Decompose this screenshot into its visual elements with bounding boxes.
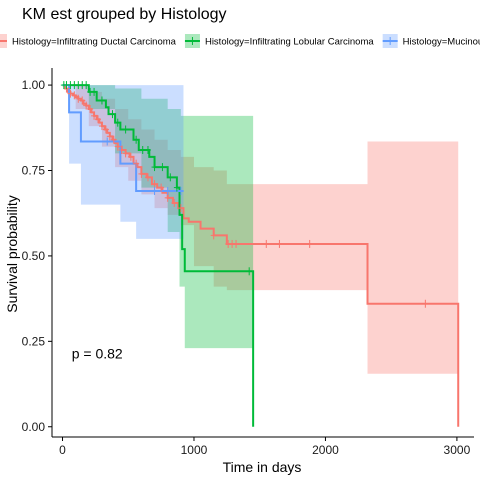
legend-label: Histology=Infiltrating Lobular Carcinoma <box>205 37 374 48</box>
censor-mark <box>263 239 270 248</box>
censor-mark <box>98 96 105 105</box>
censor-mark <box>104 137 111 146</box>
x-tick-label: 0 <box>59 443 66 457</box>
legend-label: Histology=Mucinous Carcinoma <box>403 37 480 48</box>
censor-mark <box>422 299 429 308</box>
ci-band-series-2 <box>62 85 254 349</box>
y-tick-label: 1.00 <box>22 78 46 92</box>
censor-mark <box>171 198 178 207</box>
censor-mark <box>133 135 140 144</box>
censor-mark <box>276 239 283 248</box>
censor-mark <box>144 146 151 154</box>
censor-mark <box>83 81 90 90</box>
x-axis-ticks: 0 1000 2000 3000 <box>59 437 471 457</box>
censor-mark <box>91 111 98 120</box>
x-axis-title: Time in days <box>223 459 302 475</box>
censor-mark <box>164 193 171 202</box>
y-tick-label: 0.25 <box>22 334 46 348</box>
censor-mark <box>109 110 116 119</box>
legend-item-series-1: Histology=Infiltrating Ductal Carcinoma <box>0 34 177 48</box>
survival-curve-series-3 <box>62 84 184 192</box>
survival-curve-series-2 <box>62 84 255 427</box>
censor-mark <box>106 132 113 141</box>
ci-band-series-3 <box>62 85 184 239</box>
censor-mark <box>246 267 253 276</box>
y-tick-label: 0.00 <box>22 420 46 434</box>
censor-mark <box>79 96 86 105</box>
censor-mark <box>122 149 129 158</box>
censor-mark <box>306 239 313 248</box>
censor-mark <box>91 87 98 96</box>
ci-band-series-1 <box>62 85 459 374</box>
censor-mark <box>110 135 117 144</box>
censor-mark <box>167 173 174 182</box>
censor-mark <box>114 118 121 127</box>
censor-mark <box>98 122 105 131</box>
censor-mark <box>83 101 90 110</box>
censor-mark <box>138 169 145 178</box>
censor-mark <box>133 159 140 168</box>
censor-mark <box>144 173 151 182</box>
y-tick-label: 0.50 <box>22 249 46 263</box>
x-tick-label: 1000 <box>181 443 208 457</box>
censor-mark <box>158 183 165 192</box>
censor-marks <box>60 81 429 308</box>
legend-label: Histology=Infiltrating Ductal Carcinoma <box>12 37 177 48</box>
censor-mark <box>102 125 109 134</box>
x-tick-label: 2000 <box>312 443 339 457</box>
legend-item-series-3: Histology=Mucinous Carcinoma <box>382 34 480 48</box>
censor-mark <box>151 180 158 189</box>
y-axis-ticks: 0.00 0.25 0.50 0.75 1.00 <box>22 78 52 434</box>
legend-item-series-2: Histology=Infiltrating Lobular Carcinoma <box>184 34 374 48</box>
confidence-bands <box>62 85 459 374</box>
y-tick-label: 0.75 <box>22 164 46 178</box>
censor-mark <box>127 152 134 161</box>
censor-mark <box>233 239 240 248</box>
y-axis-title: Survival probability <box>4 195 20 313</box>
censor-mark <box>87 105 94 113</box>
censor-mark <box>151 187 158 195</box>
censor-mark <box>122 125 129 134</box>
censor-mark <box>151 163 158 172</box>
censor-mark <box>139 146 146 154</box>
x-tick-label: 3000 <box>444 443 471 457</box>
censor-mark <box>114 142 121 151</box>
censor-mark <box>71 91 78 100</box>
censor-mark <box>177 187 184 195</box>
censor-mark <box>75 94 82 103</box>
censor-mark <box>173 183 180 192</box>
censor-mark <box>159 163 166 172</box>
legend: Histology=Infiltrating Ductal Carcinoma H… <box>0 34 480 48</box>
censor-mark <box>118 146 125 154</box>
censor-mark <box>177 204 184 213</box>
censor-mark <box>95 115 102 124</box>
censor-mark <box>164 187 171 195</box>
p-value-annotation: p = 0.82 <box>72 345 123 361</box>
chart-title: KM est grouped by Histology <box>22 6 227 23</box>
censor-mark <box>67 89 74 98</box>
censor-mark <box>210 231 217 240</box>
